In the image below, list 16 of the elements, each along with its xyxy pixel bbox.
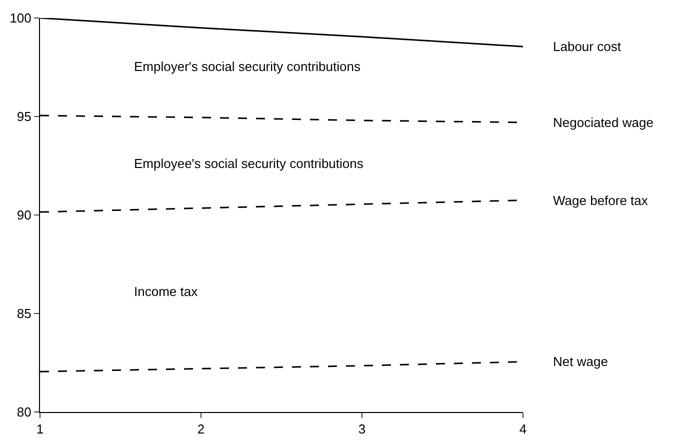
annotation: Income tax — [134, 284, 198, 299]
y-tick-label: 80 — [16, 404, 32, 420]
y-tick-label: 100 — [10, 10, 32, 26]
x-tick-label: 4 — [519, 422, 527, 437]
y-tick-label: 90 — [16, 208, 32, 223]
text: Labour cost — [553, 39, 622, 54]
x-tick-label: 2 — [197, 422, 205, 437]
annotation: Employee's social security contributions — [134, 156, 364, 171]
text: Net wage — [553, 354, 608, 369]
annotation: Employer's social security contributions — [134, 59, 361, 74]
x-tick-label: 1 — [36, 422, 44, 437]
text: Wage before tax — [553, 193, 648, 208]
y-tick-label: 95 — [16, 109, 32, 124]
text: Negociated wage — [553, 115, 654, 130]
y-tick-label: 85 — [16, 306, 32, 322]
x-tick-label: 3 — [358, 422, 366, 437]
